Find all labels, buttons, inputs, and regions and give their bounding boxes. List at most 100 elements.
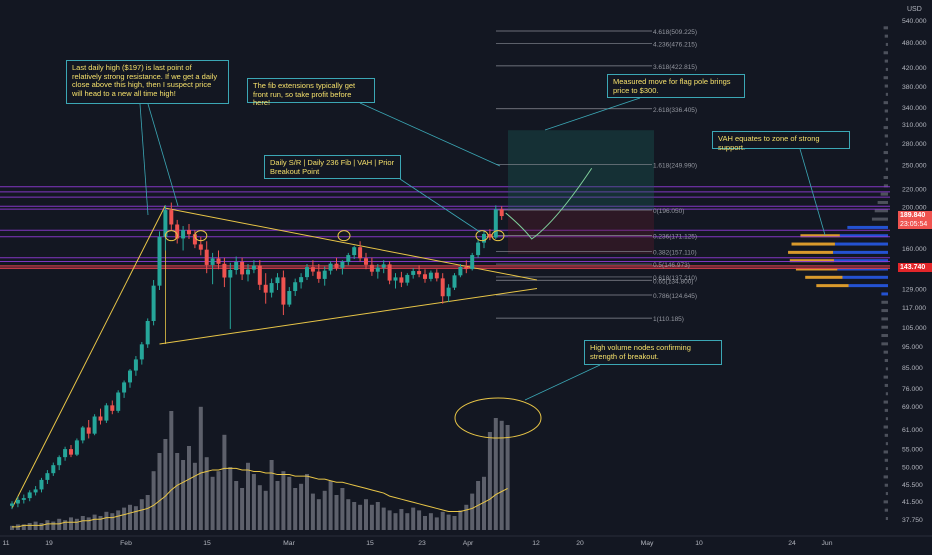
candle-body	[181, 230, 186, 239]
candle-body	[110, 405, 115, 411]
volume-bar	[352, 502, 357, 530]
volume-profile-bar	[883, 425, 888, 429]
time-tick-label: 10	[695, 540, 703, 547]
price-tick-label: 220.000	[902, 186, 927, 193]
volume-bar	[381, 507, 386, 530]
volume-bar	[310, 493, 315, 530]
volume-bar	[163, 439, 168, 530]
volume-bar	[275, 481, 280, 530]
volume-bar	[251, 474, 256, 530]
volume-bar	[204, 457, 209, 530]
note-last-daily-high: Last daily high ($197) is last point of …	[66, 60, 229, 104]
volume-bar	[139, 499, 144, 530]
callout-connector	[147, 103, 179, 207]
candle-body	[482, 234, 486, 243]
volume-bar	[364, 499, 368, 530]
candle-body	[387, 264, 392, 281]
time-tick-label: 15	[366, 540, 374, 547]
candle-body	[464, 266, 469, 270]
volume-profile-bar	[800, 234, 840, 238]
volume-bar	[305, 474, 309, 530]
volume-bar	[257, 485, 262, 530]
volume-profile-bar	[884, 59, 888, 63]
volume-profile-bar	[884, 483, 888, 487]
volume-profile-bar	[880, 192, 888, 196]
candle-body	[440, 278, 445, 297]
volume-profile-bar	[884, 134, 888, 138]
volume-profile-bar	[788, 250, 834, 254]
candle-body	[269, 283, 274, 293]
price-tick-label: 55.000	[902, 446, 923, 453]
volume-profile-bar	[881, 325, 888, 329]
fib-level-label: 0.236(171.125)	[653, 234, 697, 241]
volume-profile-bar	[833, 259, 888, 263]
fib-level-label: 0.786(124.645)	[653, 293, 697, 300]
price-tick-label: 85.000	[902, 365, 923, 372]
candle-body	[470, 255, 475, 270]
current-price-label: 189.840	[898, 211, 932, 220]
candle-body	[423, 274, 427, 279]
volume-profile-bar	[885, 142, 888, 146]
candle-body	[322, 270, 327, 279]
candle-body	[381, 264, 386, 268]
candle-body	[139, 344, 144, 360]
candle-body	[187, 230, 191, 235]
candle-body	[369, 264, 374, 272]
candle-body	[33, 489, 38, 493]
volume-bar	[157, 453, 162, 530]
fib-level-label: 0.65(134.800)	[653, 278, 693, 285]
note-fib-extensions: The fib extensions typically get front r…	[247, 78, 375, 107]
volume-bar	[10, 525, 14, 530]
candle-body	[281, 277, 286, 305]
price-tick-label: 105.000	[902, 325, 927, 332]
level-test-circle	[164, 230, 178, 242]
level-price-label: 143.740	[898, 263, 932, 272]
candle-body	[104, 405, 109, 421]
candle-body	[257, 265, 262, 285]
volume-bar	[187, 446, 191, 530]
candle-body	[157, 236, 162, 286]
volume-bar	[269, 460, 274, 530]
price-tick-label: 420.000	[902, 65, 927, 72]
volume-bar	[240, 488, 245, 530]
volume-bar	[181, 460, 186, 530]
price-tick-label: 380.000	[902, 84, 927, 91]
volume-profile-bar	[885, 467, 888, 471]
candle-body	[405, 274, 410, 283]
volume-profile-bar	[881, 292, 888, 296]
volume-bar	[216, 471, 221, 530]
volume-profile-bar	[816, 284, 849, 288]
candle-body	[428, 272, 433, 279]
volume-profile-bar	[881, 300, 888, 304]
candle-body	[476, 242, 481, 256]
volume-profile-bar	[885, 442, 888, 446]
time-tick-label: Jun	[822, 540, 833, 547]
volume-bar	[175, 453, 180, 530]
candle-body	[145, 320, 150, 345]
triangle-lower-line	[159, 288, 538, 345]
price-tick-label: 540.000	[902, 18, 927, 25]
volume-bar	[192, 462, 197, 530]
volume-bar	[86, 517, 91, 530]
volume-bar	[210, 476, 215, 530]
volume-profile-bar	[883, 26, 888, 30]
candle-body	[10, 503, 14, 506]
level-test-circle	[194, 230, 208, 242]
volume-bar	[110, 513, 115, 530]
flag-pole-line	[11, 205, 166, 509]
price-tick-label: 160.000	[902, 246, 927, 253]
volume-profile-bar	[883, 500, 888, 504]
volume-bar	[80, 516, 85, 530]
volume-profile-bar	[885, 117, 888, 121]
volume-profile-bar	[805, 275, 843, 279]
candle-body	[204, 249, 209, 265]
fib-level-label: 0.618(137.210)	[653, 275, 697, 282]
candle-body	[57, 457, 62, 466]
volume-profile-bar	[885, 367, 888, 371]
candle-body	[234, 262, 239, 270]
time-tick-label: 24	[788, 540, 796, 547]
candle-body	[151, 285, 156, 321]
candle-body	[74, 440, 79, 455]
